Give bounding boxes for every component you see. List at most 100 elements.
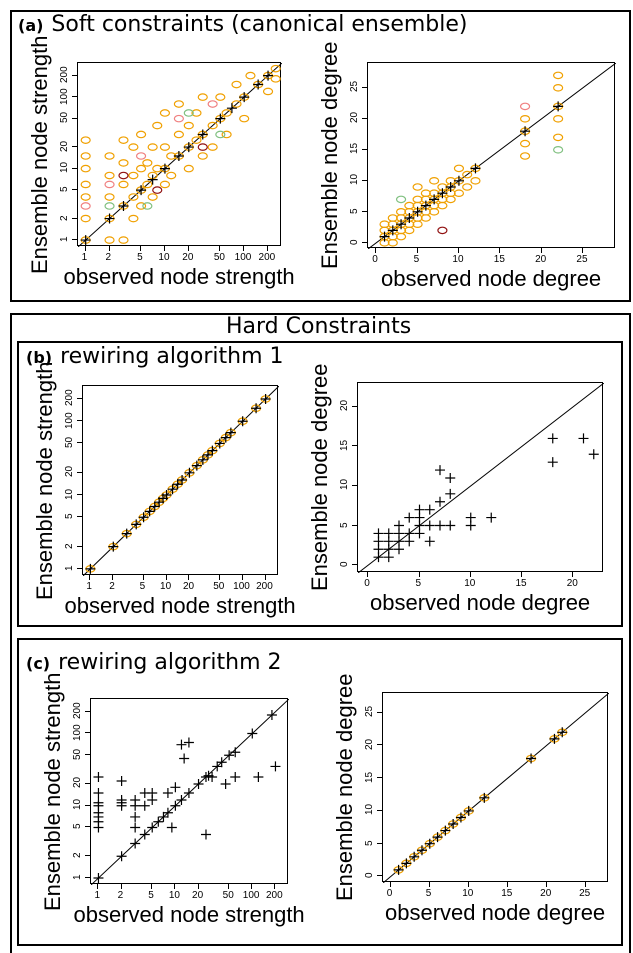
y-tick-label: 20	[59, 140, 70, 152]
data-point-plus	[401, 858, 412, 869]
data-point-plus	[226, 103, 237, 114]
x-tick-label: 5	[148, 890, 154, 901]
y-tick-mark	[352, 484, 357, 486]
chart-svg-a-strength	[78, 63, 282, 247]
y-tick-mark	[362, 86, 367, 88]
data-point-circle	[147, 143, 158, 151]
y-tick-mark	[362, 210, 367, 212]
data-point-plus	[547, 433, 558, 444]
y-tick-label: 0	[339, 561, 350, 568]
y-tick-label: 5	[59, 186, 70, 193]
data-point-circle	[159, 143, 171, 151]
x-tick-mark	[241, 575, 243, 580]
data-point-plus	[162, 788, 173, 799]
y-tick-mark	[72, 239, 77, 241]
x-tick-label: 100	[242, 890, 260, 901]
y-tick-label: 100	[64, 412, 75, 429]
data-point-circle	[395, 195, 407, 204]
data-point-circle	[395, 232, 407, 241]
data-point-circle	[104, 152, 115, 160]
data-point-circle	[159, 180, 171, 189]
data-point-plus	[547, 457, 558, 468]
data-point-plus	[147, 788, 158, 799]
data-point-circle	[215, 130, 226, 139]
data-point-circle	[197, 152, 208, 160]
x-tick-mark	[264, 575, 266, 580]
data-point-plus	[177, 474, 188, 485]
data-point-plus	[237, 416, 248, 427]
x-axis-label: observed node degree	[385, 900, 606, 925]
y-tick-mark	[352, 445, 357, 447]
data-point-plus	[183, 737, 194, 748]
y-tick-label: 100	[72, 724, 83, 741]
panel-a-title-text: Soft constraints (canonical ensemble)	[51, 12, 468, 37]
data-point-plus	[104, 213, 115, 224]
y-tick-mark	[377, 809, 382, 811]
x-tick-mark	[218, 575, 220, 580]
data-point-plus	[445, 182, 456, 192]
data-point-circle	[118, 180, 129, 189]
x-tick-label: 20	[182, 252, 194, 263]
data-point-circle	[239, 114, 250, 123]
data-point-circle	[80, 214, 91, 223]
data-point-plus	[440, 825, 451, 836]
chart-svg-b-degree	[358, 383, 604, 573]
y-axis-label: Ensemble node strength	[40, 672, 65, 911]
data-point-plus	[420, 200, 431, 211]
data-point-plus	[147, 174, 158, 185]
data-point-circle	[420, 214, 431, 222]
data-point-circle	[135, 164, 147, 173]
data-point-circle	[231, 80, 242, 89]
data-point-circle	[80, 180, 91, 189]
data-point-circle	[553, 83, 564, 92]
x-tick-mark	[389, 882, 391, 887]
data-point-circle	[412, 220, 423, 229]
data-point-plus	[220, 432, 231, 443]
y-tick-mark	[72, 117, 77, 119]
x-tick-mark	[428, 882, 430, 887]
data-point-plus	[121, 528, 132, 539]
x-tick-label: 5	[139, 581, 146, 592]
data-point-circle	[183, 121, 194, 130]
identity-line	[91, 699, 289, 885]
data-point-circle	[519, 139, 531, 148]
data-point-circle	[183, 164, 194, 173]
y-tick-mark	[362, 117, 367, 119]
data-point-circle	[462, 183, 473, 191]
data-point-plus	[553, 101, 564, 112]
data-point-plus	[424, 520, 435, 531]
y-tick-mark	[85, 710, 90, 712]
x-tick-label: 1	[81, 252, 88, 263]
data-point-plus	[412, 206, 423, 217]
y-tick-mark	[352, 524, 357, 526]
data-point-circle	[445, 195, 456, 204]
identity-line	[83, 386, 279, 576]
data-point-circle	[453, 189, 465, 198]
data-point-circle	[173, 100, 184, 108]
y-tick-mark	[72, 167, 77, 169]
y-tick-label: 2	[72, 852, 83, 859]
identity-line	[78, 63, 282, 247]
data-point-circle	[270, 64, 281, 73]
y-tick-label: 0	[364, 872, 375, 879]
data-point-plus	[130, 838, 141, 849]
x-tick-mark	[457, 248, 459, 253]
y-tick-label: 20	[72, 777, 83, 789]
x-tick-label: 25	[579, 888, 591, 899]
y-tick-mark	[85, 754, 90, 756]
data-point-plus	[404, 528, 415, 539]
x-tick-label: 50	[213, 252, 225, 263]
data-point-plus	[85, 563, 96, 574]
panel-c	[17, 638, 623, 946]
data-point-circle	[387, 239, 398, 247]
data-point-plus	[167, 484, 178, 495]
x-tick-label: 100	[233, 581, 250, 592]
y-tick-mark	[72, 74, 77, 76]
y-tick-mark	[377, 777, 382, 779]
x-tick-label: 10	[160, 581, 172, 592]
x-tick-label: 10	[464, 578, 476, 589]
data-point-plus	[197, 454, 208, 465]
y-tick-mark	[85, 855, 90, 857]
x-tick-label: 100	[234, 252, 252, 263]
data-point-circle	[519, 114, 531, 123]
